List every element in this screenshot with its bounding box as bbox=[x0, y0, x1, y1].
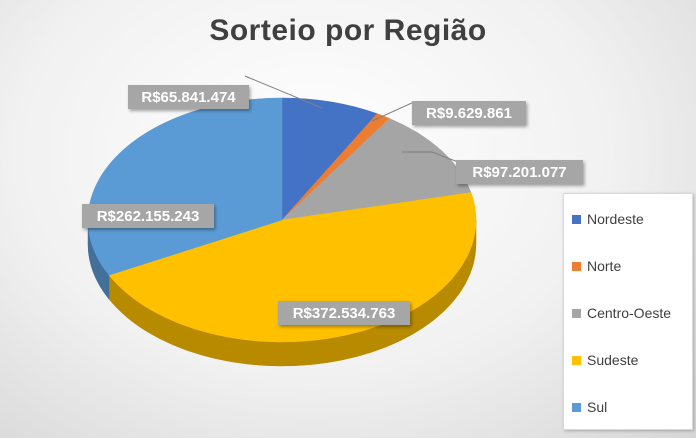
data-label-text: R$262.155.243 bbox=[97, 208, 200, 225]
legend-item-nordeste: Nordeste bbox=[572, 210, 644, 228]
data-label-text: R$65.841.474 bbox=[141, 89, 236, 106]
data-label-sul: R$262.155.243 bbox=[82, 204, 214, 228]
legend-swatch bbox=[572, 402, 581, 412]
legend-swatch bbox=[572, 308, 581, 318]
legend-label: Centro-Oeste bbox=[587, 305, 672, 321]
legend-swatch bbox=[572, 261, 581, 271]
data-label-nordeste: R$65.841.474 bbox=[128, 85, 249, 109]
legend-item-sul: Sul bbox=[572, 398, 607, 416]
pie-slice-centro-oeste bbox=[281, 118, 472, 221]
data-labels: R$65.841.474 R$9.629.861 R$97.201.077 R$372… bbox=[82, 85, 583, 325]
pie-slice-nordeste bbox=[281, 97, 378, 221]
legend-item-sudeste: Sudeste bbox=[572, 351, 638, 369]
data-label-norte: R$9.629.861 bbox=[412, 101, 526, 125]
legend-label: Norte bbox=[587, 258, 622, 274]
legend: Nordeste Norte Centro-Oeste Sudeste Sul bbox=[563, 193, 693, 430]
data-label-centro-oeste: R$97.201.077 bbox=[456, 160, 583, 184]
leader-line-nordeste bbox=[244, 75, 323, 109]
leader-lines bbox=[244, 75, 459, 163]
leader-line-norte bbox=[371, 101, 415, 122]
legend-label: Nordeste bbox=[587, 211, 644, 227]
legend-label: Sul bbox=[587, 399, 608, 415]
leader-line-centro-oeste bbox=[402, 151, 459, 163]
chart-title: Sorteio por Região bbox=[209, 14, 487, 47]
legend-swatch bbox=[572, 355, 581, 365]
legend-item-norte: Norte bbox=[572, 257, 621, 275]
data-label-text: R$372.534.763 bbox=[293, 305, 396, 322]
legend-swatch bbox=[572, 214, 581, 224]
data-label-text: R$97.201.077 bbox=[472, 164, 566, 181]
legend-label: Sudeste bbox=[587, 352, 639, 368]
data-label-sudeste: R$372.534.763 bbox=[278, 301, 410, 325]
data-label-text: R$9.629.861 bbox=[426, 105, 512, 122]
legend-item-centro-oeste: Centro-Oeste bbox=[572, 304, 671, 322]
